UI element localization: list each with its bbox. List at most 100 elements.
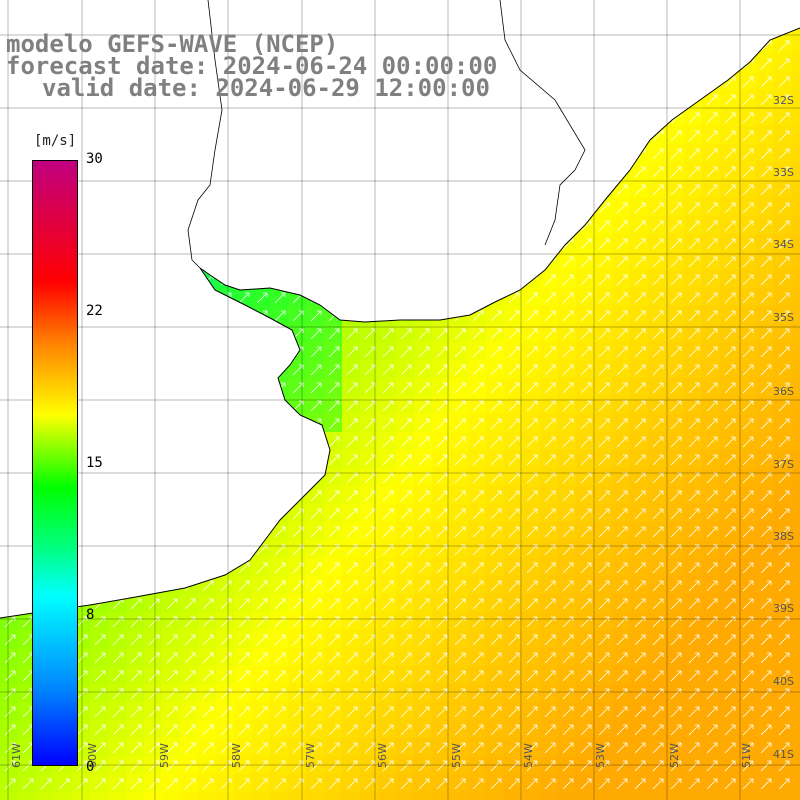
wind-speed-cell <box>504 180 523 199</box>
wind-speed-cell <box>558 486 577 505</box>
wind-speed-cell <box>522 522 541 541</box>
wind-speed-cell <box>612 252 631 271</box>
wind-speed-cell <box>306 612 325 631</box>
wind-speed-cell <box>234 216 253 235</box>
wind-arrow <box>706 28 718 34</box>
wind-arrow <box>742 238 754 250</box>
wind-speed-cell <box>468 468 487 487</box>
wind-arrow <box>130 652 142 664</box>
wind-arrow <box>202 778 214 790</box>
wind-speed-cell <box>342 144 361 163</box>
wind-arrow <box>562 76 574 88</box>
wind-speed-cell <box>540 180 559 199</box>
wind-arrow <box>238 436 250 448</box>
wind-speed-cell <box>162 414 181 433</box>
wind-arrow <box>220 742 232 754</box>
wind-arrow <box>634 436 646 448</box>
wind-speed-cell <box>666 90 685 109</box>
wind-speed-cell <box>504 306 523 325</box>
wind-arrow <box>598 778 610 790</box>
wind-arrow <box>670 256 682 268</box>
wind-arrow <box>292 166 304 178</box>
wind-speed-cell <box>702 648 721 667</box>
wind-arrow <box>310 220 322 232</box>
wind-speed-cell <box>774 630 793 649</box>
wind-speed-cell <box>216 594 235 613</box>
wind-arrow <box>238 238 250 250</box>
wind-arrow <box>238 202 250 214</box>
wind-arrow <box>526 436 538 448</box>
wind-arrow <box>742 670 754 682</box>
wind-speed-cell <box>234 540 253 559</box>
wind-arrow <box>616 562 628 574</box>
wind-speed-cell <box>90 360 109 379</box>
wind-speed-cell <box>414 108 433 127</box>
wind-arrow <box>490 130 502 142</box>
wind-arrow <box>616 346 628 358</box>
wind-speed-cell <box>144 522 163 541</box>
wind-speed-cell <box>306 198 325 217</box>
wind-arrow <box>580 634 592 646</box>
wind-arrow <box>670 436 682 448</box>
wind-speed-cell <box>306 0 325 19</box>
wind-arrow <box>760 94 772 106</box>
wind-speed-cell <box>666 576 685 595</box>
wind-arrow <box>400 112 412 124</box>
wind-speed-cell <box>540 288 559 307</box>
wind-arrow <box>490 400 502 412</box>
wind-arrow <box>472 508 484 520</box>
wind-arrow <box>724 58 736 70</box>
wind-arrow <box>58 778 70 790</box>
wind-speed-cell <box>414 684 433 703</box>
wind-arrow <box>346 634 358 646</box>
wind-arrow <box>418 400 430 412</box>
wind-arrow <box>526 544 538 556</box>
wind-arrow <box>616 94 628 106</box>
wind-arrow <box>184 292 196 304</box>
wind-arrow <box>742 202 754 214</box>
wind-speed-cell <box>126 468 145 487</box>
wind-arrow <box>94 220 106 232</box>
wind-speed-cell <box>522 90 541 109</box>
wind-speed-cell <box>630 270 649 289</box>
wind-speed-cell <box>558 306 577 325</box>
wind-speed-cell <box>360 288 379 307</box>
wind-speed-cell <box>108 252 127 271</box>
wind-arrow <box>526 400 538 412</box>
wind-speed-cell <box>792 468 800 487</box>
wind-arrow <box>688 400 700 412</box>
wind-speed-cell <box>504 486 523 505</box>
wind-speed-cell <box>162 612 181 631</box>
wind-speed-cell <box>648 306 667 325</box>
wind-arrow <box>688 202 700 214</box>
wind-speed-cell <box>486 144 505 163</box>
wind-speed-cell <box>432 720 451 739</box>
wind-arrow <box>310 364 322 376</box>
wind-speed-cell <box>306 720 325 739</box>
wind-arrow <box>724 220 736 232</box>
wind-arrow <box>508 40 520 52</box>
wind-arrow <box>490 760 502 772</box>
wind-arrow <box>256 220 268 232</box>
wind-arrow <box>490 706 502 718</box>
wind-arrow <box>292 238 304 250</box>
wind-arrow <box>688 670 700 682</box>
wind-arrow <box>346 400 358 412</box>
wind-arrow <box>166 742 178 754</box>
wind-arrow <box>202 508 214 520</box>
wind-speed-cell <box>756 558 775 577</box>
wind-speed-cell <box>324 594 343 613</box>
wind-speed-cell <box>0 558 19 577</box>
wind-speed-cell <box>216 306 235 325</box>
wind-speed-cell <box>792 144 800 163</box>
wind-speed-cell <box>756 180 775 199</box>
wind-arrow <box>706 418 718 430</box>
wind-speed-cell <box>702 450 721 469</box>
wind-speed-cell <box>360 648 379 667</box>
wind-speed-cell <box>90 504 109 523</box>
wind-arrow <box>760 148 772 160</box>
wind-arrow <box>454 238 466 250</box>
wind-speed-cell <box>414 306 433 325</box>
wind-arrow <box>310 184 322 196</box>
wind-speed-cell <box>486 738 505 757</box>
